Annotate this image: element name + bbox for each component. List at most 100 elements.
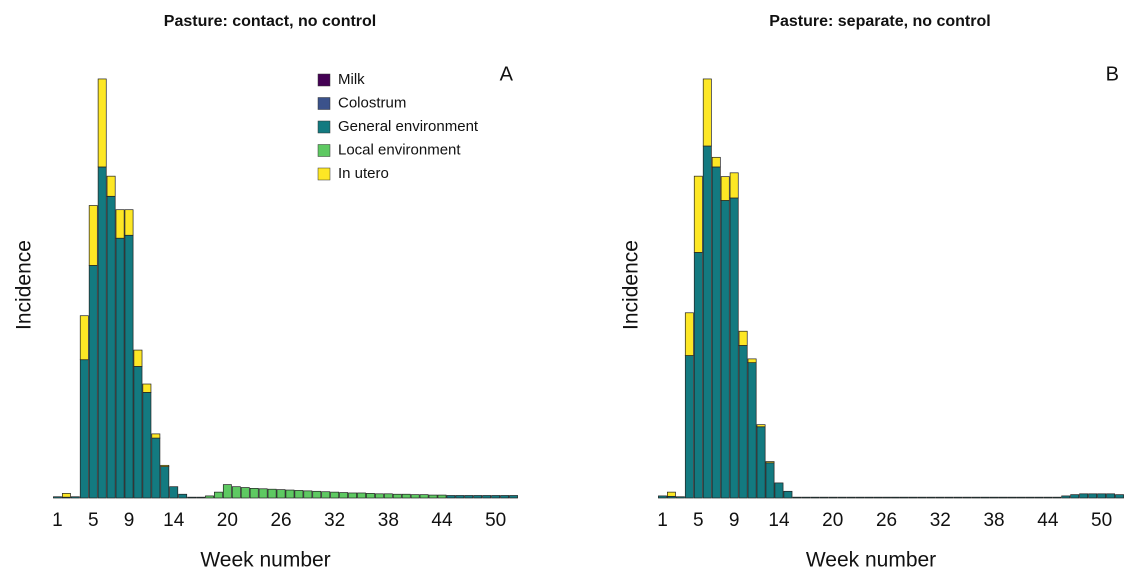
bar-segment [437,494,447,499]
bar-segment [747,358,757,363]
x-tick-label: 32 [930,510,951,531]
bar-segment [205,495,214,499]
bar-segment [106,195,116,499]
bar-segment [267,488,277,499]
x-tick-label: 14 [768,510,790,531]
x-tick-label: 5 [693,510,704,531]
x-tick-label: 5 [88,510,99,531]
bar-segment [97,166,107,499]
bar-segment [1052,496,1062,499]
legend-swatch [317,97,331,110]
bar-segment [53,496,62,499]
bar-segment [783,490,793,499]
bar-segment [258,488,268,499]
legend-label: General environment [338,118,479,135]
bar-segment [962,496,972,499]
bar-segment [455,495,465,499]
bar-segment [667,491,676,497]
bar-segment [1106,493,1115,499]
bar-segment [900,496,909,499]
bar-segment [151,433,161,439]
bar-segment [339,492,349,499]
bar-segment [357,492,366,499]
bar-segment [303,490,313,499]
bar-segment [383,493,393,499]
bar-segment [1034,496,1044,499]
bar-segment [756,426,766,499]
bar-segment [998,496,1008,499]
bar-segment [810,496,820,499]
bar-segment [738,345,748,499]
bar-segment [142,383,152,393]
bar-segment [908,496,918,499]
bar-segment [321,491,331,499]
bar-segment [124,234,134,499]
bar-segment [115,209,125,239]
bar-segment [330,491,340,499]
legend-swatch [317,120,331,134]
bar-segment [106,175,116,197]
bar-segment [873,496,882,499]
bar-segment [392,493,402,499]
bar-segment [231,486,241,499]
bar-segment [891,496,900,499]
bar-segment [1115,494,1124,499]
bar-segment [684,312,694,356]
bar-segment [464,495,474,499]
bar-segment [792,496,802,499]
bar-segment [410,494,420,499]
bar-segment [169,486,179,499]
bar-segment [70,496,80,499]
bar-segment [124,209,134,236]
bar-segment [1007,496,1017,499]
x-tick-label: 44 [431,510,453,531]
bar-segment [428,494,438,499]
x-tick-label: 38 [983,510,1004,531]
bar-segment [133,366,143,499]
x-tick-label: 20 [217,510,238,531]
bar-segment [944,496,954,499]
bar-segment [765,462,775,499]
bar-segment [240,487,250,499]
bar-segment [675,496,685,499]
bar-segment [151,437,161,499]
bar-segment [729,197,739,499]
x-axis-label: Week number [200,549,330,572]
bar-segment [482,495,492,499]
bar-segment [187,496,197,499]
bar-segment [1079,493,1089,499]
x-tick-label: 44 [1037,510,1059,531]
legend-swatch [317,73,331,87]
bar-segment [1016,496,1026,499]
bar-segment [348,492,357,499]
bar-segment [142,392,152,499]
chart-title: Pasture: contact, no control [164,13,376,30]
bar-segment [980,496,990,499]
bar-segment [828,496,838,499]
legend-swatch [317,144,331,157]
bar-segment [702,78,712,147]
bar-segment [765,461,775,464]
x-tick-label: 14 [163,510,185,531]
bar-segment [953,496,963,499]
bar-segment [500,495,510,499]
bar-segment [971,496,981,499]
bar-segment [294,490,304,499]
bar-segment [720,200,730,499]
bar-segment [419,494,429,499]
bar-segment [133,349,143,367]
bar-segment [774,482,784,499]
bar-segment [473,495,483,499]
bar-segment [684,355,694,499]
bar-segment [711,166,721,499]
bar-segment [160,466,170,499]
bar-segment [79,359,89,499]
x-tick-label: 20 [822,510,843,531]
legend-swatch [317,167,331,181]
bar-segment [276,489,286,499]
bar-segment [989,496,999,499]
bar-segment [97,78,107,168]
bar-segment [1061,495,1071,499]
